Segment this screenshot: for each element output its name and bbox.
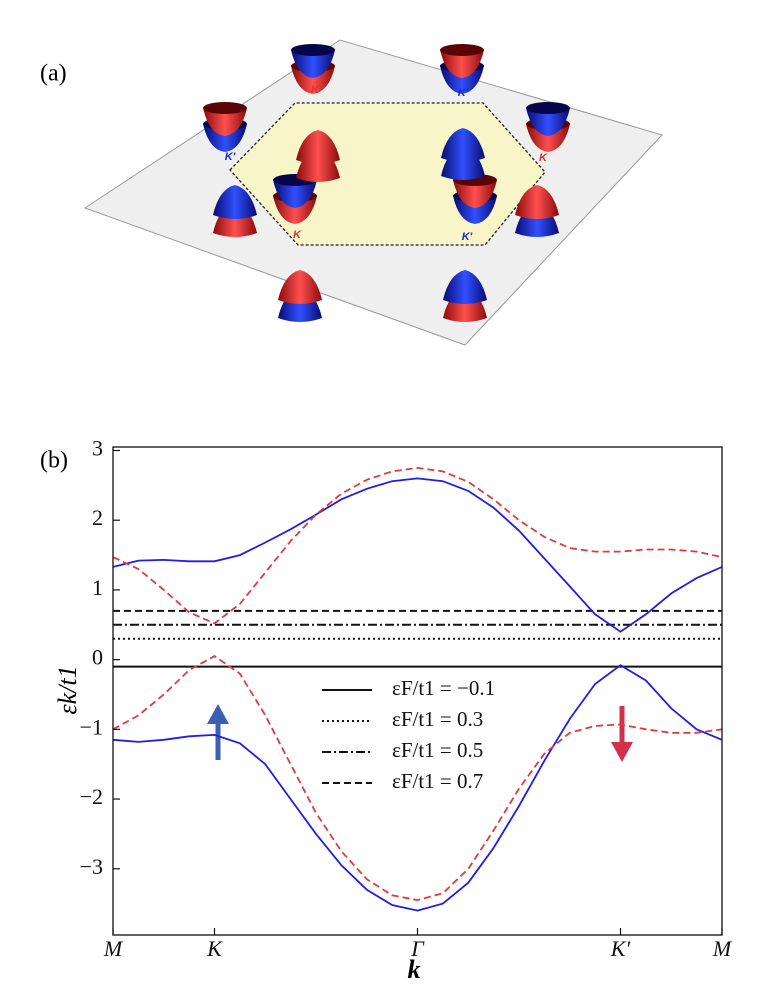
y-tick-label: 1 xyxy=(92,575,103,600)
y-tick-label: 0 xyxy=(92,645,103,670)
cone xyxy=(273,196,317,224)
cone xyxy=(441,128,485,162)
x-tick-label: K′ xyxy=(610,936,632,961)
panel-a: (a) K K' K K' K K' xyxy=(40,39,663,346)
y-tick-label: −3 xyxy=(80,854,103,879)
y-tick-label: 2 xyxy=(92,505,103,530)
cone xyxy=(526,108,570,136)
x-tick-label: M xyxy=(712,936,733,961)
cone xyxy=(273,180,317,208)
plot-frame xyxy=(112,446,723,936)
legend-label: εF/t1 = −0.1 xyxy=(392,676,495,700)
cone xyxy=(213,185,257,219)
y-axis-label: εk/t1 xyxy=(53,665,82,714)
cone-rim xyxy=(526,102,570,114)
cone xyxy=(291,66,335,94)
x-tick-label: Γ xyxy=(410,936,425,961)
legend-label: εF/t1 = 0.5 xyxy=(392,738,483,762)
cone xyxy=(443,270,487,304)
spin-arrow xyxy=(611,742,633,762)
valley-label: K xyxy=(293,229,302,241)
cone-rim xyxy=(291,44,335,56)
cones xyxy=(203,44,570,322)
valley-label: K' xyxy=(458,87,469,99)
cone xyxy=(453,180,497,208)
legend-label: εF/t1 = 0.7 xyxy=(392,769,483,793)
panel-label: (b) xyxy=(40,448,68,474)
cone xyxy=(526,124,570,152)
cone-rim xyxy=(440,44,484,56)
x-axis-label: k xyxy=(408,955,421,984)
x-tick-label: K xyxy=(206,936,223,961)
band-line xyxy=(113,466,722,625)
cone xyxy=(278,270,322,304)
y-tick-label: −2 xyxy=(80,784,103,809)
spin-arrow xyxy=(207,704,229,724)
cone xyxy=(296,130,340,164)
cone xyxy=(203,108,247,136)
band-line xyxy=(113,664,722,912)
cone-rim xyxy=(203,102,247,114)
legend-label: εF/t1 = 0.3 xyxy=(392,707,483,731)
valley-label: K xyxy=(539,152,548,164)
x-tick-label: M xyxy=(103,936,124,961)
panel-label: (a) xyxy=(40,61,67,87)
panel-b: (b) k εk/t1 εF/t1 = −0.1 εF/t1 = 0.3 εF/t1… xyxy=(40,436,733,984)
y-tick-label: −1 xyxy=(80,714,103,739)
cone xyxy=(291,50,335,78)
valley-label: K xyxy=(311,84,320,96)
y-tick-label: 3 xyxy=(92,436,103,461)
cone xyxy=(453,196,497,224)
cone xyxy=(203,124,247,152)
valley-label: K' xyxy=(225,151,236,163)
band-line xyxy=(113,477,722,633)
cone xyxy=(440,50,484,78)
cone xyxy=(440,66,484,94)
cone xyxy=(515,185,559,219)
band-line xyxy=(113,655,722,902)
valley-label: K' xyxy=(462,231,473,243)
